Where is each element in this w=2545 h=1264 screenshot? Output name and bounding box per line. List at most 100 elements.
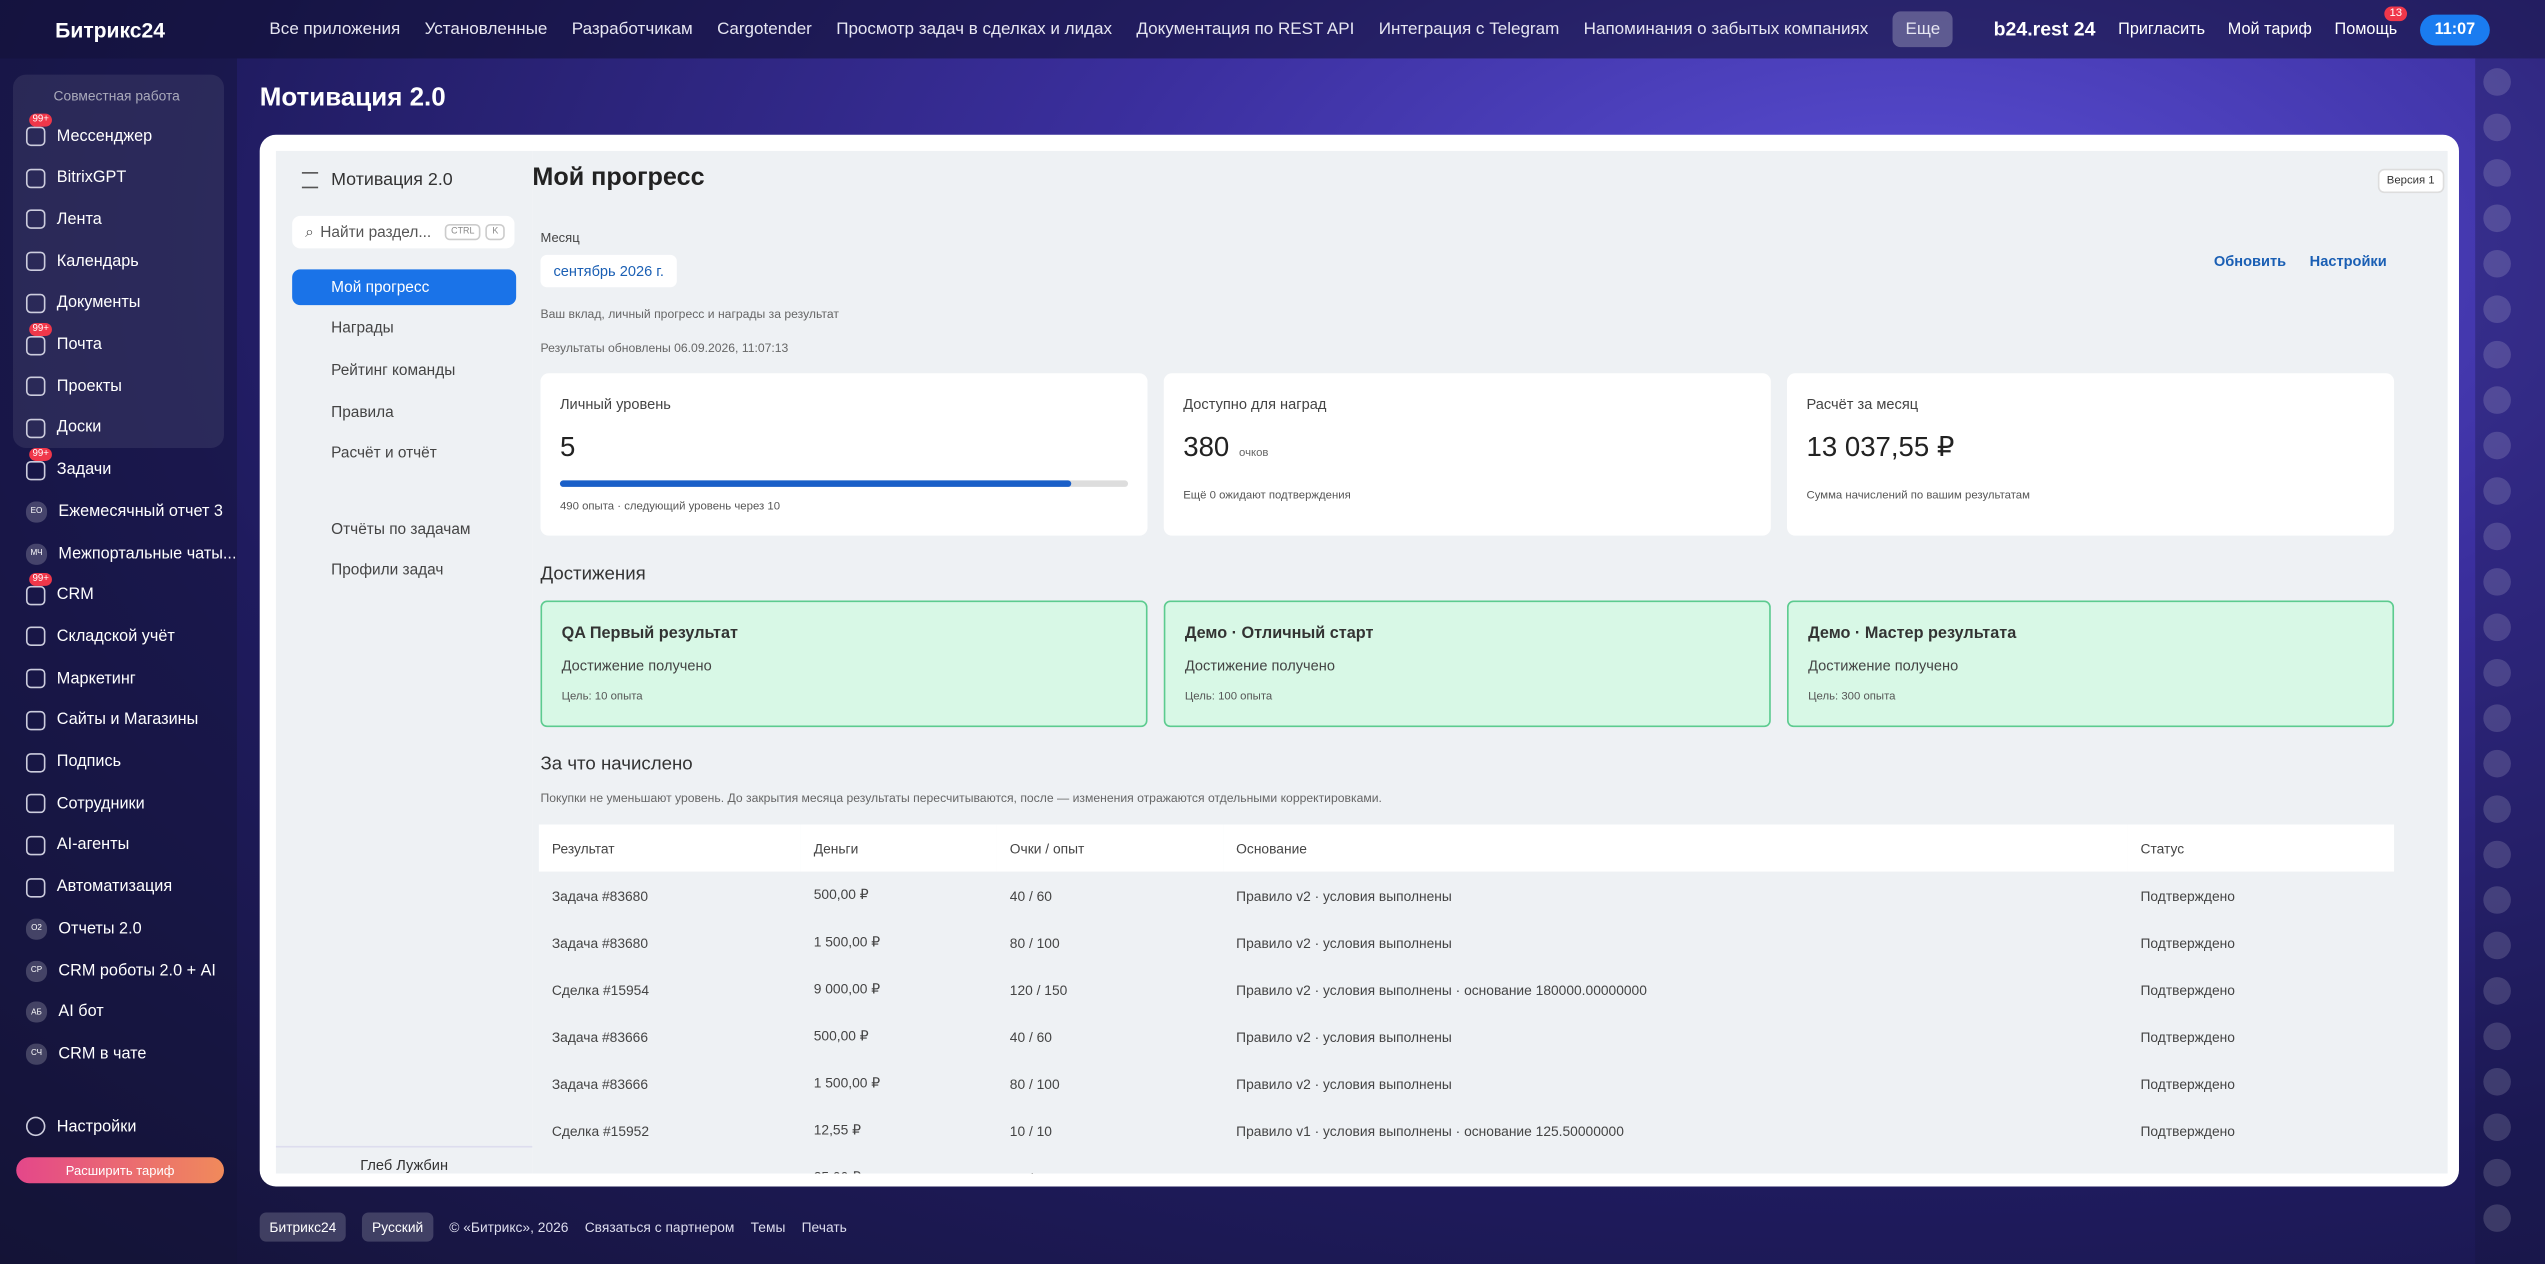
sidebar-settings[interactable]: Настройки bbox=[25, 1110, 136, 1142]
avatar[interactable] bbox=[2483, 795, 2511, 823]
time[interactable]: 11:07 bbox=[2419, 13, 2490, 45]
language[interactable]: Русский bbox=[362, 1211, 433, 1241]
app-main: Мой прогресс Версия 1 Месяц сентябрь 202… bbox=[532, 150, 2448, 1174]
footer-logo[interactable]: Битрикс24 bbox=[259, 1211, 347, 1241]
sidebar-item[interactable]: Сотрудники bbox=[25, 788, 145, 820]
footer: Битрикс24 Русский © «Битрикс», 2026 Связ… bbox=[259, 1211, 847, 1242]
nav-item[interactable]: Мой прогресс bbox=[292, 269, 517, 306]
item-badge: 99+ bbox=[29, 447, 53, 461]
sidebar-item[interactable]: ЕО Ежемесячный отчет 3 bbox=[25, 496, 223, 528]
table-cell: Правило v2 · условия выполнены bbox=[1236, 934, 1452, 951]
column-header: Статус bbox=[2127, 824, 2395, 872]
nav-item[interactable]: Рейтинг команды bbox=[331, 361, 456, 380]
avatar[interactable] bbox=[2483, 522, 2511, 551]
avatar[interactable] bbox=[2483, 159, 2511, 187]
nav-item[interactable]: Правила bbox=[331, 403, 394, 422]
sidebar-item[interactable]: МЧ Межпортальные чаты... bbox=[25, 537, 236, 569]
menu-item[interactable]: Интеграция с Telegram bbox=[1378, 19, 1560, 39]
sidebar-item[interactable]: Проекты bbox=[25, 370, 122, 402]
sidebar-item[interactable]: Задачи 99+ bbox=[25, 447, 111, 486]
sidebar-item[interactable]: CRM 99+ bbox=[25, 572, 94, 611]
item-icon bbox=[25, 335, 46, 355]
search[interactable]: ⌕ Найти раздел... CTRL K bbox=[292, 215, 515, 249]
sidebar-item[interactable]: Доски bbox=[25, 412, 101, 444]
avatar[interactable] bbox=[2483, 295, 2511, 323]
sidebar-item[interactable]: Почта 99+ bbox=[25, 322, 102, 361]
avatar[interactable] bbox=[2483, 340, 2511, 369]
themes-link[interactable]: Темы bbox=[750, 1218, 786, 1235]
sidebar-item[interactable]: АБ AI бот bbox=[25, 996, 104, 1028]
sidebar-item[interactable]: Сайты и Магазины bbox=[25, 704, 198, 736]
sidebar-item[interactable]: Лента bbox=[25, 204, 102, 236]
logo[interactable]: Битрикс24 bbox=[55, 17, 166, 43]
menu-item[interactable]: Установленные bbox=[424, 19, 548, 39]
print-link[interactable]: Печать bbox=[801, 1218, 847, 1235]
avatar[interactable] bbox=[2483, 1113, 2511, 1142]
table-row: Задача #83680 1 500,00 ₽ 80 / 100 Правило v… bbox=[539, 919, 2394, 966]
table-cell: Сделка #15954 bbox=[551, 981, 650, 998]
avatar[interactable] bbox=[2483, 1067, 2511, 1096]
help[interactable]: Помощь bbox=[2334, 20, 2398, 39]
avatar[interactable] bbox=[2483, 886, 2511, 914]
avatar[interactable] bbox=[2483, 204, 2511, 233]
nav-item[interactable]: Расчёт и отчёт bbox=[331, 445, 437, 464]
menu-item[interactable]: Cargotender bbox=[717, 19, 812, 39]
avatar[interactable] bbox=[2483, 658, 2511, 687]
avatar[interactable] bbox=[2483, 386, 2511, 414]
avatar[interactable] bbox=[2483, 840, 2511, 869]
avatar[interactable] bbox=[2483, 613, 2511, 642]
refresh-button[interactable]: Обновить bbox=[2213, 253, 2287, 270]
sidebar-item[interactable]: AI-агенты bbox=[25, 829, 129, 861]
tariff[interactable]: Мой тариф bbox=[2227, 20, 2312, 39]
avatar[interactable] bbox=[2483, 68, 2511, 96]
menu-item[interactable]: Разработчикам bbox=[571, 19, 693, 39]
menu-item[interactable]: Просмотр задач в сделках и лидах bbox=[836, 19, 1113, 39]
avatar[interactable] bbox=[2483, 704, 2511, 733]
nav-item[interactable]: Награды bbox=[331, 320, 394, 338]
sidebar-item[interactable]: Маркетинг bbox=[25, 662, 136, 694]
sidebar-item[interactable]: СЧ CRM в чате bbox=[25, 1038, 146, 1070]
avatar[interactable] bbox=[2483, 249, 2511, 278]
sidebar-item[interactable]: Автоматизация bbox=[25, 871, 172, 903]
item-icon bbox=[25, 627, 46, 647]
menu-more[interactable]: Еще bbox=[1892, 11, 1954, 48]
menu-item[interactable]: Все приложения bbox=[269, 19, 401, 39]
card-title: Расчёт за месяц bbox=[1806, 396, 1919, 413]
avatar[interactable] bbox=[2483, 1204, 2511, 1232]
sidebar-item[interactable]: BitrixGPT bbox=[25, 162, 126, 194]
month-select[interactable]: сентябрь 2026 г. bbox=[540, 254, 677, 288]
group-title[interactable]: Совместная работа bbox=[53, 87, 180, 104]
avatar[interactable] bbox=[2483, 931, 2511, 960]
nav-item[interactable]: Отчёты по задачам bbox=[331, 520, 471, 539]
avatar[interactable] bbox=[2483, 1158, 2511, 1187]
partner-link[interactable]: Связаться с партнером bbox=[584, 1218, 735, 1235]
table-cell: 12,55 ₽ bbox=[813, 1121, 861, 1138]
avatar[interactable] bbox=[2483, 477, 2511, 505]
invite[interactable]: Пригласить bbox=[2118, 20, 2206, 39]
sidebar-item[interactable]: Подпись bbox=[25, 746, 121, 778]
sidebar-item[interactable]: Мессенджер 99+ bbox=[25, 113, 152, 152]
settings-button[interactable]: Настройки bbox=[2309, 253, 2387, 270]
copyright: © «Битрикс», 2026 bbox=[449, 1218, 569, 1235]
portal-name[interactable]: b24.rest 24 bbox=[1993, 17, 2096, 41]
upgrade-button[interactable]: Расширить тариф bbox=[16, 1157, 224, 1184]
sidebar-item[interactable]: Календарь bbox=[25, 245, 139, 277]
burger[interactable] bbox=[301, 172, 319, 189]
user[interactable]: Глеб Лужбин bbox=[275, 1145, 533, 1173]
sidebar-item[interactable]: О2 Отчеты 2.0 bbox=[25, 913, 142, 945]
avatar[interactable] bbox=[2483, 568, 2511, 596]
achievement-title: Демо · Мастер результата bbox=[1808, 624, 2017, 643]
sidebar-item[interactable]: Складской учёт bbox=[25, 621, 175, 653]
menu-item[interactable]: Документация по REST API bbox=[1136, 19, 1355, 39]
table-cell: Подтверждено bbox=[2128, 1154, 2395, 1173]
avatar[interactable] bbox=[2483, 113, 2511, 142]
sidebar-item[interactable]: Документы bbox=[25, 287, 141, 319]
avatar[interactable] bbox=[2483, 1022, 2511, 1051]
sidebar-item[interactable]: СР CRM роботы 2.0 + AI bbox=[25, 954, 216, 986]
menu-item[interactable]: Напоминания о забытых компаниях bbox=[1583, 19, 1869, 39]
avatar[interactable] bbox=[2483, 977, 2511, 1005]
avatar[interactable] bbox=[2483, 749, 2511, 778]
avatar[interactable] bbox=[2483, 431, 2511, 460]
nav-item[interactable]: Профили задач bbox=[331, 561, 444, 580]
month: сентябрь 2026 г. bbox=[553, 262, 664, 280]
